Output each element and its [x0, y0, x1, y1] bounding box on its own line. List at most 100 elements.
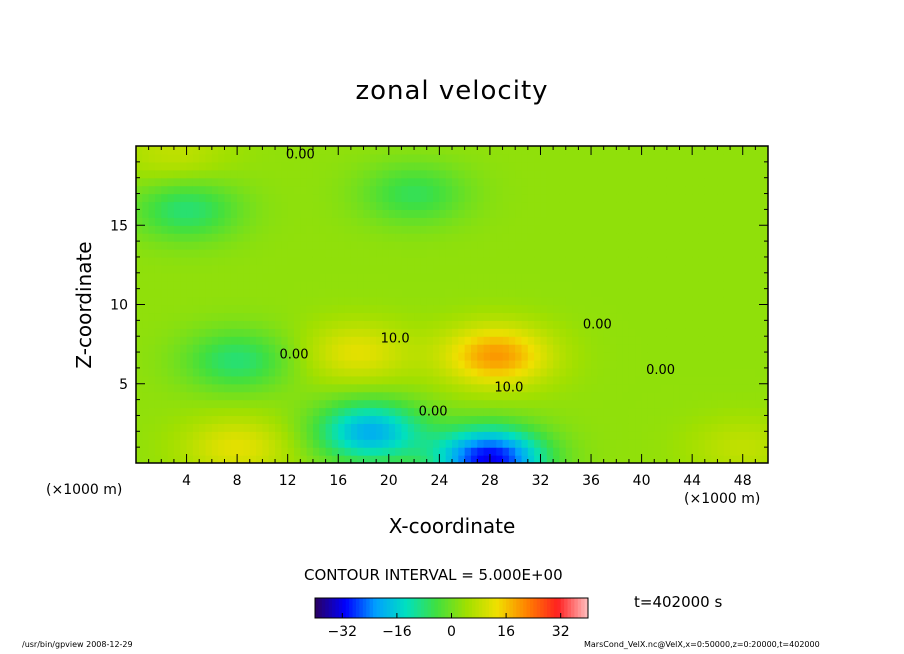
heatmap-cell — [173, 415, 181, 424]
heatmap-cell — [192, 439, 200, 448]
heatmap-cell — [527, 241, 535, 250]
heatmap-cell — [268, 312, 276, 321]
heatmap-cell — [749, 256, 756, 266]
heatmap-cell — [439, 407, 447, 417]
heatmap-cell — [527, 288, 535, 298]
heatmap-cell — [369, 201, 377, 210]
heatmap-cell — [698, 344, 706, 353]
heatmap-cell — [186, 391, 194, 401]
heatmap-cell — [230, 328, 238, 337]
heatmap-cell — [572, 201, 579, 210]
colorbar-cell — [506, 598, 511, 618]
heatmap-cell — [559, 241, 567, 250]
heatmap-cell — [414, 225, 421, 234]
heatmap-cell — [679, 320, 687, 329]
heatmap-cell — [357, 359, 365, 369]
heatmap-cell — [224, 359, 232, 369]
heatmap-cell — [275, 312, 282, 321]
heatmap-cell — [730, 249, 737, 258]
heatmap-cell — [319, 439, 327, 448]
heatmap-cell — [755, 249, 763, 258]
heatmap-cell — [565, 352, 573, 361]
heatmap-cell — [515, 153, 523, 163]
heatmap-cell — [483, 256, 491, 266]
colorbar-cell — [567, 598, 572, 618]
heatmap-cell — [736, 193, 744, 203]
heatmap-cell — [477, 264, 485, 274]
heatmap-cell — [572, 185, 579, 195]
heatmap-cell — [167, 153, 175, 163]
heatmap-cell — [723, 447, 731, 456]
heatmap-cell — [319, 336, 327, 345]
heatmap-cell — [736, 447, 744, 456]
heatmap-cell — [527, 328, 535, 337]
heatmap-cell — [755, 383, 763, 393]
heatmap-cell — [401, 399, 409, 409]
heatmap-cell — [603, 256, 611, 266]
heatmap-cell — [186, 352, 194, 361]
heatmap-cell — [565, 439, 573, 448]
heatmap-cell — [470, 391, 478, 401]
heatmap-cell — [312, 256, 320, 266]
heatmap-cell — [154, 391, 162, 401]
heatmap-cell — [306, 161, 314, 171]
heatmap-cell — [230, 344, 238, 353]
heatmap-cell — [553, 185, 561, 195]
heatmap-cell — [243, 399, 251, 409]
heatmap-cell — [249, 344, 257, 353]
heatmap-cell — [420, 161, 428, 171]
heatmap-cell — [666, 209, 674, 218]
heatmap-cell — [414, 407, 421, 417]
heatmap-cell — [685, 439, 693, 448]
heatmap-cell — [470, 225, 478, 234]
heatmap-cell — [325, 153, 333, 163]
heatmap-cell — [692, 367, 700, 377]
heatmap-cell — [281, 288, 289, 298]
heatmap-cell — [249, 209, 257, 218]
heatmap-cell — [294, 399, 301, 409]
heatmap-cell — [388, 169, 396, 179]
heatmap-cell — [275, 399, 282, 409]
heatmap-cell — [483, 201, 491, 210]
heatmap-cell — [521, 423, 529, 432]
heatmap-cell — [628, 296, 636, 306]
heatmap-cell — [186, 375, 194, 385]
heatmap-cell — [508, 375, 516, 385]
heatmap-cell — [477, 375, 485, 385]
heatmap-cell — [211, 217, 219, 226]
heatmap-cell — [546, 336, 554, 345]
heatmap-cell — [230, 367, 238, 377]
heatmap-cell — [249, 256, 257, 266]
heatmap-cell — [344, 256, 352, 266]
heatmap-cell — [666, 304, 674, 314]
heatmap-cell — [502, 423, 510, 432]
heatmap-cell — [420, 264, 428, 274]
colorbar-cell — [359, 598, 364, 618]
heatmap-cell — [294, 185, 301, 195]
heatmap-cell — [730, 344, 737, 353]
heatmap-cell — [666, 288, 674, 298]
heatmap-cell — [306, 233, 314, 242]
heatmap-cell — [211, 185, 219, 195]
heatmap-cell — [515, 439, 523, 448]
heatmap-cell — [281, 169, 289, 179]
heatmap-cell — [742, 217, 750, 226]
heatmap-cell — [401, 447, 409, 456]
heatmap-cell — [205, 201, 213, 210]
heatmap-cell — [407, 336, 415, 345]
heatmap-cell — [749, 312, 756, 321]
heatmap-cell — [211, 249, 219, 258]
heatmap-cell — [692, 264, 700, 274]
heatmap-cell — [464, 328, 472, 337]
heatmap-cell — [452, 352, 459, 361]
heatmap-cell — [458, 367, 466, 377]
heatmap-cell — [489, 375, 497, 385]
heatmap-cell — [483, 367, 491, 377]
heatmap-cell — [199, 217, 207, 226]
heatmap-cell — [445, 241, 453, 250]
heatmap-cell — [597, 367, 605, 377]
heatmap-cell — [325, 423, 333, 432]
heatmap-cell — [660, 249, 668, 258]
heatmap-cell — [287, 241, 295, 250]
